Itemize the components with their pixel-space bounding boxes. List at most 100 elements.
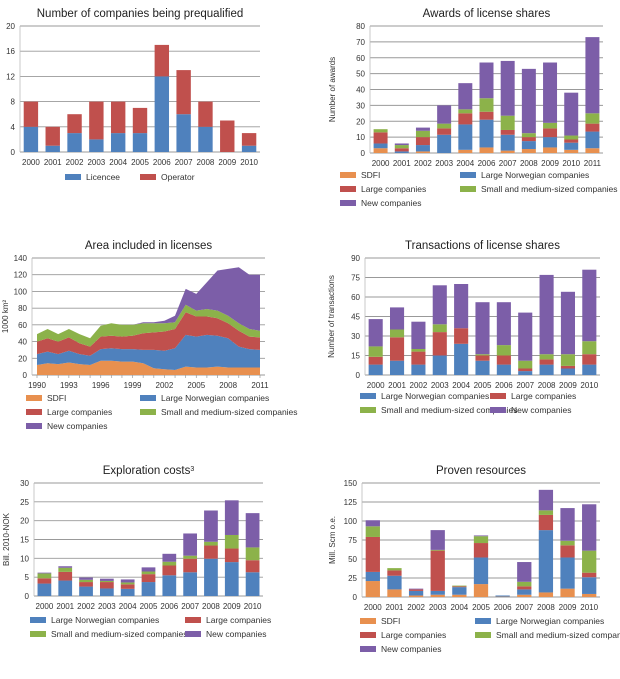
bar-segment-new (390, 307, 404, 329)
x-tick-label: 2006 (494, 603, 512, 612)
bar-segment-operator (67, 114, 81, 133)
y-tick-label: 0 (25, 592, 30, 601)
bar-segment-new (582, 504, 596, 550)
y-tick-label: 100 (344, 517, 358, 526)
bar-segment-large (437, 128, 451, 134)
legend-swatch (30, 617, 46, 623)
bar-segment-new (142, 567, 156, 571)
y-tick-label: 20 (356, 117, 365, 126)
bar-segment-large-norwegian (433, 356, 447, 376)
x-tick-label: 2005 (140, 602, 158, 611)
legend-label: Large companies (47, 407, 112, 417)
bar-segment-licencee (24, 127, 38, 152)
x-tick-label: 1999 (124, 381, 142, 390)
y-tick-label: 40 (356, 86, 365, 95)
bar-segment-small-medium (431, 550, 445, 551)
y-tick-label: 60 (356, 54, 365, 63)
bar-segment-large-norwegian (475, 361, 489, 375)
bar-segment-new (416, 128, 430, 131)
y-tick-label: 90 (351, 254, 360, 263)
bar-segment-large (183, 559, 197, 573)
x-tick-label: 2008 (197, 158, 215, 167)
y-axis-label: Number of transactions (327, 275, 336, 358)
x-tick-label: 2010 (240, 158, 258, 167)
bar-segment-operator (155, 45, 169, 77)
bar-segment-large (411, 352, 425, 365)
chart-title: Awards of license shares (423, 8, 551, 20)
legend-label: Licencee (86, 172, 120, 182)
bar-segment-new (437, 105, 451, 123)
bar-segment-new (501, 61, 515, 116)
y-tick-label: 15 (351, 352, 360, 361)
bar-segment-large (501, 130, 515, 135)
bar-segment-small-medium (390, 330, 404, 338)
x-tick-label: 2010 (580, 603, 598, 612)
bar-segment-small-medium (433, 324, 447, 332)
bar-segment-sdfi (539, 592, 553, 597)
bar-segment-small-medium (374, 129, 388, 132)
bar-segment-new (518, 313, 532, 361)
y-tick-label: 60 (18, 321, 27, 330)
x-tick-label: 2000 (364, 603, 382, 612)
bar-segment-new (475, 302, 489, 354)
x-tick-label: 2003 (435, 159, 453, 168)
chart-title: Transactions of license shares (405, 240, 560, 252)
legend-label: Large Norwegian companies (481, 170, 589, 180)
x-tick-label: 2006 (160, 602, 178, 611)
x-tick-label: 2000 (372, 159, 390, 168)
x-tick-label: 2002 (66, 158, 84, 167)
legend-swatch (360, 632, 376, 638)
bar-segment-large-norwegian (517, 589, 531, 594)
bar-segment-new (369, 319, 383, 346)
y-tick-label: 60 (351, 293, 360, 302)
bar-segment-small-medium (204, 542, 218, 546)
bar-segment-small-medium (100, 581, 114, 582)
legend-label: Large companies (381, 630, 446, 640)
legend-swatch (360, 393, 376, 399)
bar-segment-small-medium (395, 145, 409, 148)
x-tick-label: 2002 (410, 381, 428, 390)
bar-segment-large-norwegian (142, 582, 156, 596)
legend-label: Large companies (511, 391, 576, 401)
y-tick-label: 25 (348, 574, 357, 583)
legend-swatch (185, 631, 201, 637)
bar-segment-small-medium (480, 98, 494, 111)
bar-segment-small-medium (474, 536, 488, 543)
bar-segment-new (431, 530, 445, 550)
bar-segment-licencee (242, 146, 256, 152)
x-tick-label: 1993 (60, 381, 78, 390)
bar-segment-licencee (46, 146, 60, 152)
x-tick-label: 2004 (109, 158, 127, 167)
x-tick-label: 2011 (584, 159, 602, 168)
legend-swatch (360, 407, 376, 413)
bar-segment-small-medium (38, 573, 52, 578)
legend-swatch (490, 393, 506, 399)
bar-segment-small-medium (497, 345, 511, 355)
legend-label: Small and medium-sized companies (496, 630, 620, 640)
bar-segment-operator (242, 133, 256, 146)
bar-segment-large (458, 113, 472, 124)
bar-segment-large (585, 124, 599, 132)
x-tick-label: 2003 (431, 381, 449, 390)
legend-swatch (140, 174, 156, 180)
chart-awards-svg: Awards of license shares0102030405060708… (310, 0, 620, 222)
bar-segment-large-norwegian (431, 591, 445, 595)
bar-segment-new (474, 535, 488, 536)
y-tick-label: 100 (14, 287, 28, 296)
bar-segment-sdfi (522, 149, 536, 153)
bar-segment-large-norwegian (518, 371, 532, 375)
legend-swatch (340, 186, 356, 192)
bar-segment-operator (24, 102, 38, 127)
legend-label: Large Norwegian companies (381, 391, 489, 401)
bar-segment-new (411, 322, 425, 349)
bar-segment-sdfi (458, 150, 472, 153)
bar-segment-sdfi (564, 150, 578, 153)
bar-segment-large-norwegian (585, 132, 599, 149)
y-tick-label: 20 (20, 517, 29, 526)
x-tick-label: 2000 (367, 381, 385, 390)
y-tick-label: 150 (344, 479, 358, 488)
legend-swatch (460, 172, 476, 178)
y-axis-label: Mill. Scm o.e. (328, 516, 337, 564)
